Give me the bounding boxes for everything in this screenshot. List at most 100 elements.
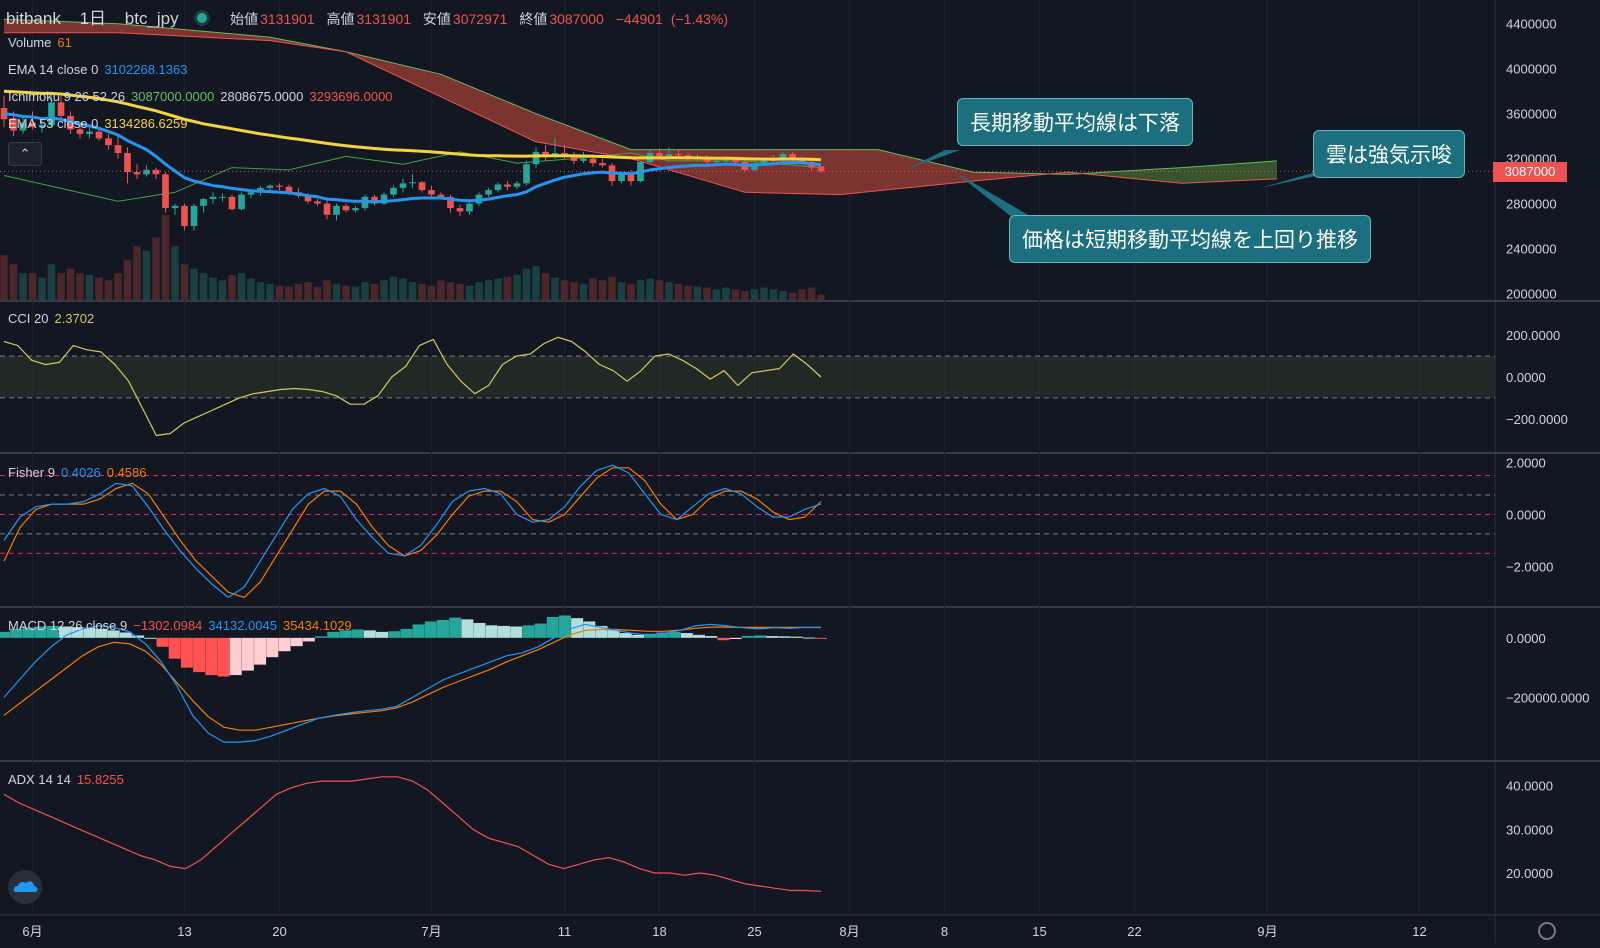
- candle-body: [200, 199, 207, 206]
- macd-histogram-bar: [656, 632, 669, 638]
- interval-label[interactable]: 1日: [79, 9, 107, 28]
- macd-histogram-bar: [436, 619, 449, 638]
- macd-histogram-bar: [205, 637, 218, 676]
- macd-histogram-bar: [412, 624, 425, 638]
- fisher-y-tick-label: −2.0000: [1506, 559, 1553, 574]
- legend-ema14-label: EMA 14 close 0: [8, 62, 99, 77]
- legend-macd[interactable]: MACD 12 26 close 9 −1302.0984 34132.0045 35…: [8, 618, 358, 634]
- volume-bar: [598, 280, 607, 300]
- candle-body: [665, 154, 673, 157]
- candle-body: [171, 205, 179, 209]
- macd-histogram-bar: [315, 636, 328, 638]
- legend-volume[interactable]: Volume 61: [8, 35, 78, 51]
- volume-bar: [218, 280, 227, 300]
- symbol-label[interactable]: btc_jpy: [124, 9, 179, 28]
- x-tick-label: 15: [1032, 924, 1046, 939]
- candle-body: [57, 102, 65, 116]
- volume-bar: [313, 286, 322, 300]
- macd-histogram-bar: [0, 631, 10, 638]
- candle-body: [418, 182, 426, 191]
- volume-bar: [266, 283, 274, 300]
- cci-y-tick-label: 0.0000: [1506, 370, 1546, 385]
- volume-bar: [332, 283, 341, 300]
- macd-histogram-bar: [351, 629, 364, 638]
- candle-body: [48, 102, 55, 125]
- legend-macd-label: MACD 12 26 close 9: [8, 618, 128, 633]
- legend-adx[interactable]: ADX 14 14 15.8255: [8, 772, 130, 788]
- legend-fisher-v2: 0.4586: [106, 465, 147, 480]
- annotation-ema53-falling[interactable]: 長期移動平均線は下落: [957, 98, 1193, 146]
- settings-gear-icon[interactable]: [1538, 922, 1556, 940]
- exchange-name: bitbank: [6, 9, 61, 28]
- candle-body: [276, 185, 283, 187]
- legend-ema53[interactable]: EMA 53 close 0 3134286.6259: [8, 116, 193, 132]
- candle-body: [181, 205, 188, 227]
- candle-body: [675, 154, 682, 156]
- volume-bar: [589, 278, 597, 300]
- candle-body: [247, 192, 255, 195]
- macd-histogram-bar: [546, 616, 559, 638]
- candle-body: [266, 185, 274, 188]
- candle-body: [114, 145, 122, 153]
- legend-adx-value: 15.8255: [76, 772, 124, 787]
- macd-y-tick-label: 0.0000: [1506, 631, 1546, 646]
- macd-histogram-bar: [668, 631, 681, 638]
- volume-bar: [28, 273, 37, 300]
- macd-histogram-bar: [83, 627, 96, 638]
- adx-y-tick-label: 40.0000: [1506, 779, 1553, 794]
- low-value: 3072971: [452, 11, 508, 27]
- volume-bar: [9, 264, 18, 300]
- legend-cci[interactable]: CCI 20 2.3702: [8, 311, 100, 327]
- x-tick-label: 8月: [839, 924, 859, 939]
- callout-tail: [955, 172, 1040, 222]
- candle-body: [713, 160, 720, 162]
- macd-histogram-bar: [729, 637, 742, 640]
- legend-fisher[interactable]: Fisher 9 0.4026 0.4586: [8, 465, 153, 481]
- candle-body: [656, 153, 663, 157]
- macd-histogram-bar: [473, 622, 486, 638]
- macd-histogram-bar: [107, 630, 120, 638]
- volume-bar: [104, 280, 113, 300]
- macd-histogram-bar: [58, 626, 71, 638]
- macd-histogram-bar: [302, 637, 315, 642]
- annotation-cloud-bullish[interactable]: 雲は強気示唆: [1313, 130, 1465, 178]
- macd-histogram-bar: [22, 627, 35, 638]
- high-label: 高値: [326, 11, 355, 27]
- collapse-legend-button[interactable]: ⌃: [8, 142, 42, 166]
- candle-body: [817, 166, 825, 172]
- annotation-price-above-ema14[interactable]: 価格は短期移動平均線を上回り推移: [1009, 215, 1371, 263]
- volume-bar: [323, 280, 331, 300]
- candle-body: [304, 195, 312, 202]
- cci-line: [3, 336, 822, 437]
- candle-body: [323, 203, 331, 215]
- volume-bar: [47, 264, 56, 300]
- candle-body: [124, 153, 131, 173]
- volume-bar: [19, 273, 27, 300]
- candle-body: [570, 155, 578, 161]
- macd-histogram-bar: [241, 637, 254, 671]
- volume-bar: [199, 273, 208, 300]
- ichimoku-lagging-span: [3, 151, 822, 202]
- macd-histogram-bar: [607, 630, 620, 638]
- volume-bar: [427, 285, 436, 300]
- macd-histogram-bar: [461, 619, 474, 638]
- candle-body: [152, 169, 160, 175]
- macd-histogram-bar: [132, 635, 145, 638]
- candle-body: [352, 208, 359, 211]
- volume-bar: [342, 285, 350, 300]
- legend-ichimoku[interactable]: Ichimoku 9 26 52 26 3087000.0000 2808675.0…: [8, 89, 399, 105]
- candle-body: [798, 159, 806, 162]
- volume-bar: [769, 289, 778, 300]
- candle-body: [523, 164, 530, 184]
- volume-bar: [465, 285, 474, 300]
- macd-histogram-bar: [790, 636, 803, 638]
- candle-body: [105, 138, 112, 146]
- volume-bar: [190, 268, 198, 300]
- volume-bar: [788, 292, 797, 300]
- volume-bar: [228, 274, 236, 300]
- macd-histogram-bar: [388, 631, 401, 638]
- legend-ema14[interactable]: EMA 14 close 0 3102268.1363: [8, 62, 193, 78]
- macd-histogram-bar: [802, 637, 815, 639]
- macd-histogram-bar: [595, 625, 608, 638]
- volume-bar: [294, 283, 303, 300]
